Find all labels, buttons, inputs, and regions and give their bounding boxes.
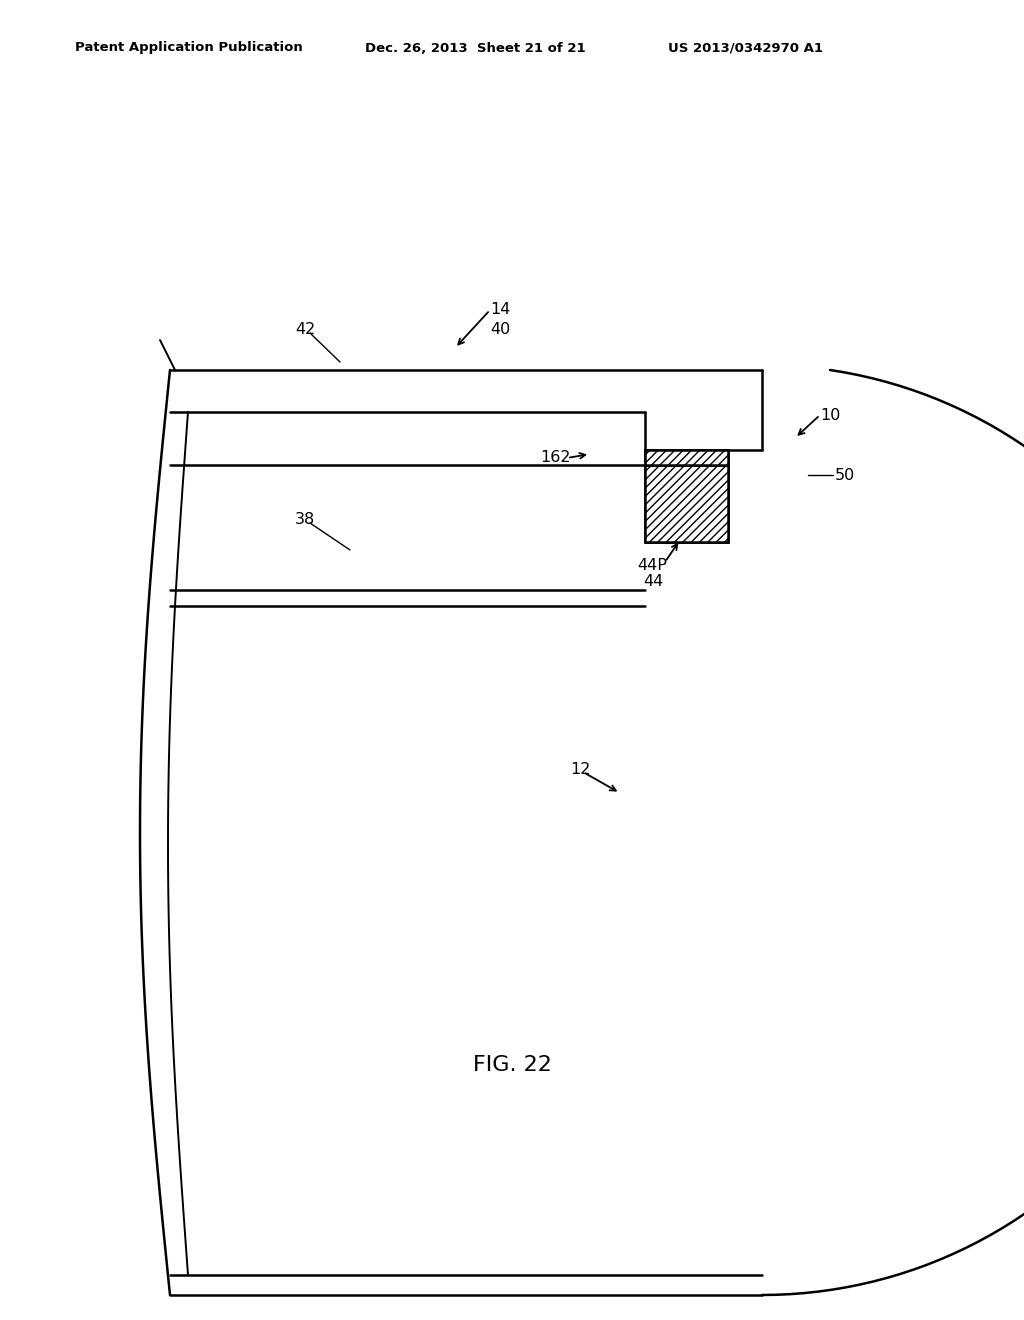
Text: 10: 10 bbox=[820, 408, 841, 422]
Text: 38: 38 bbox=[295, 512, 315, 528]
Text: 44: 44 bbox=[643, 574, 664, 590]
Text: Dec. 26, 2013  Sheet 21 of 21: Dec. 26, 2013 Sheet 21 of 21 bbox=[365, 41, 586, 54]
Text: 42: 42 bbox=[295, 322, 315, 338]
Text: 44P: 44P bbox=[637, 557, 667, 573]
Text: US 2013/0342970 A1: US 2013/0342970 A1 bbox=[668, 41, 823, 54]
Bar bbox=[645, 465, 728, 543]
Text: 14: 14 bbox=[490, 302, 510, 318]
Text: 50: 50 bbox=[835, 467, 855, 483]
Text: 162: 162 bbox=[540, 450, 570, 466]
Bar bbox=[645, 450, 728, 465]
Text: Patent Application Publication: Patent Application Publication bbox=[75, 41, 303, 54]
Text: FIG. 22: FIG. 22 bbox=[472, 1055, 552, 1074]
Text: 40: 40 bbox=[490, 322, 510, 338]
Text: 12: 12 bbox=[570, 763, 591, 777]
